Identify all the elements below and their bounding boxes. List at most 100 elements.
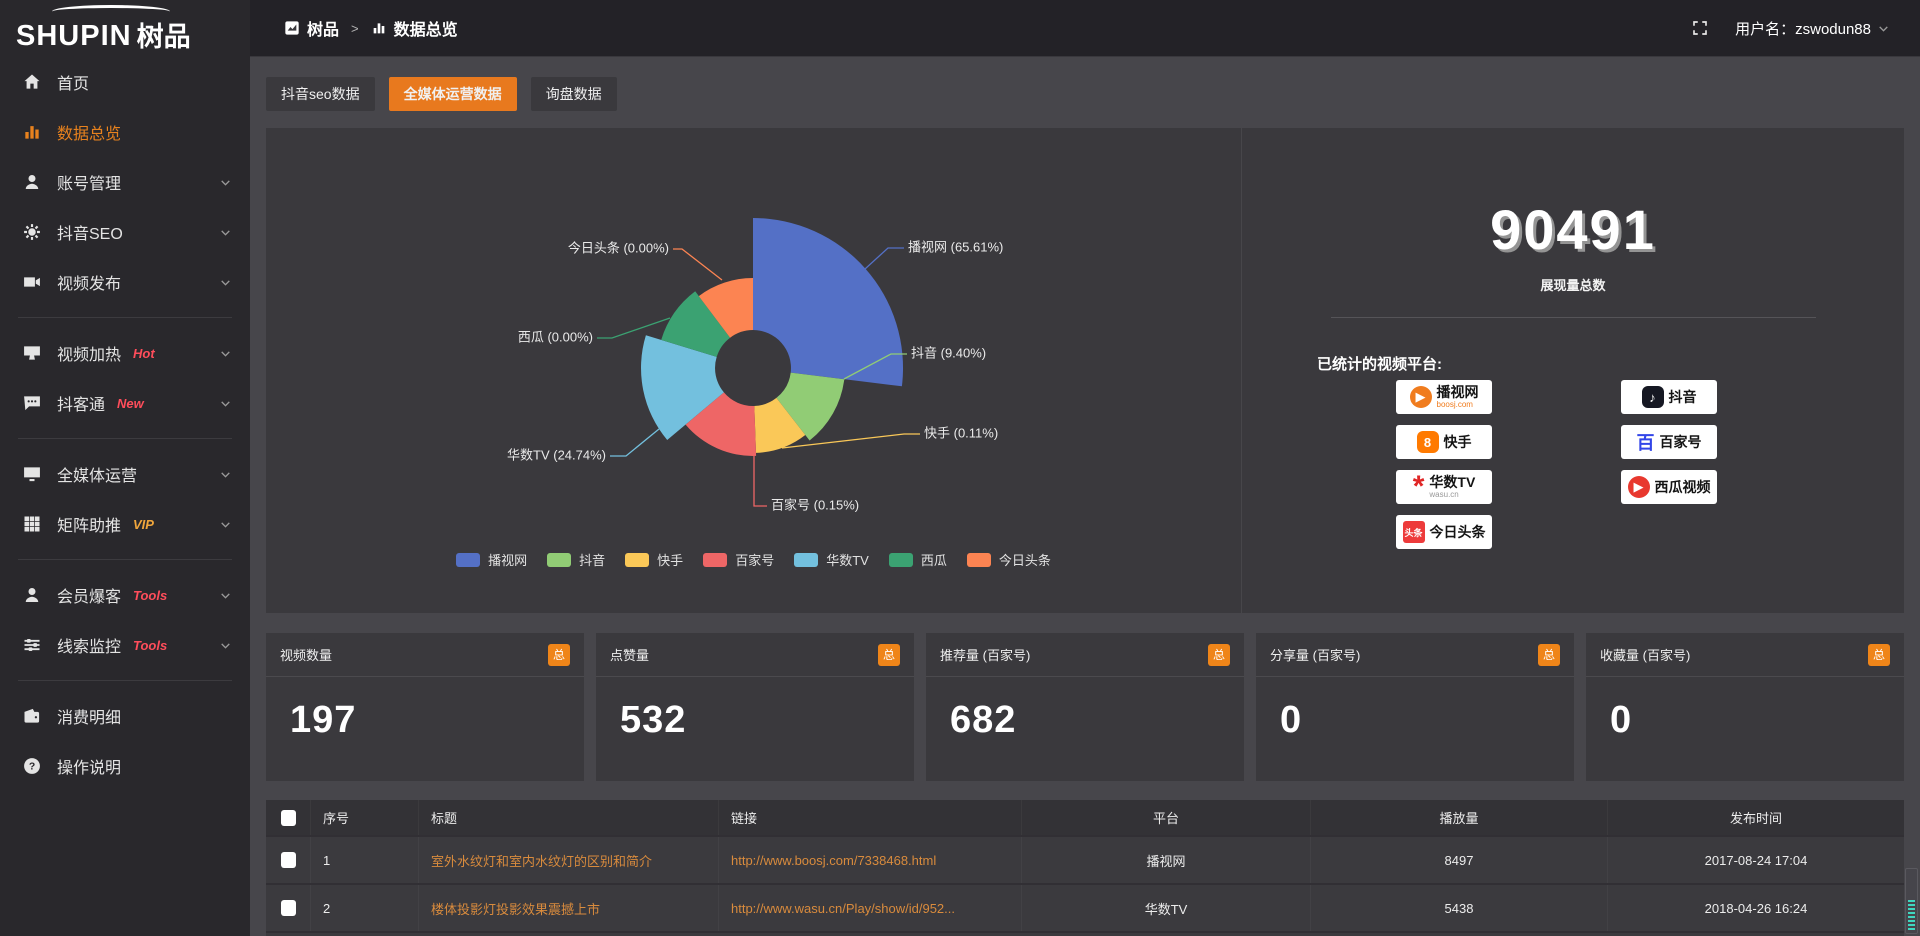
platform-badge-label: 西瓜视频 [1654,479,1711,495]
breadcrumb-root[interactable]: 树品 [307,22,340,39]
total-badge[interactable]: 总 [1868,643,1890,666]
pie-slice-百家号[interactable] [685,392,757,456]
label-line-今日头条 [673,248,723,281]
title-link[interactable]: 楼体投影灯投影效果震撼上市 [431,901,601,917]
platform-badge-label: 播视网 [1436,384,1479,400]
title-link[interactable]: 室外水纹灯和室内水纹灯的区别和简介 [431,853,653,869]
cell-title: 室外水纹灯和室内水纹灯的区别和简介 [418,837,718,883]
label-line-西瓜 [597,317,671,339]
sidebar-item-抖音SEO[interactable]: 抖音SEO [0,207,250,257]
sidebar-item-label: 账号管理 [57,176,122,193]
platform-badge-text: 抖音 [1669,390,1697,404]
sidebar-item-label: 矩阵助推 [57,518,122,535]
sidebar-item-label: 会员爆客 [57,589,122,606]
cell-title: 楼体投影灯投影效果震撼上市 [418,885,718,931]
main-content: 抖音seo数据 全媒体运营数据 询盘数据 播视网 (65.61%) 抖音 (9.4… [250,57,1920,936]
pie-slice-今日头条[interactable] [698,277,753,338]
华数TV-logo-icon: * [1412,470,1425,503]
sidebar-item-label: 数据总览 [57,126,122,143]
label-line-百家号 [753,456,767,507]
url-link[interactable]: http://www.wasu.cn/Play/show/id/952... [731,900,955,916]
total-badge[interactable]: 总 [1208,643,1230,666]
sidebar-item-矩阵助推[interactable]: 矩阵助推 VIP [0,499,250,549]
stat-card-视频数量: 视频数量 总 197 [266,633,584,781]
播视网-logo-icon: ▶ [1409,386,1432,408]
row-checkbox[interactable] [280,900,296,916]
pie-slice-抖音[interactable] [776,372,845,441]
scrollbar-thumb[interactable] [1905,868,1918,934]
url-link[interactable]: http://www.boosj.com/7338468.html [731,852,937,868]
table-row-partial [266,933,1904,936]
sidebar-item-label: 首页 [57,76,90,93]
stat-card-value: 0 [1280,699,1303,741]
logo-text-en: SHUPIN [16,20,132,52]
sidebar-item-线索监控[interactable]: 线索监控 Tools [0,620,250,670]
cell-checkbox [266,837,310,883]
sidebar-item-数据总览[interactable]: 数据总览 [0,107,250,157]
platform-badge-column-1: ▶ 播视网 boosj.com 8 快手 * 华数TV wasu.cn 头条 今日头条 [1396,380,1492,549]
cell-seq: 1 [310,837,418,883]
overview-panel: 播视网 (65.61%) 抖音 (9.40%) 快手 (0.11%) 百家号 (0.1… [266,128,1904,613]
tab-omnimedia-data[interactable]: 全媒体运营数据 [388,77,517,111]
platform-badge-抖音: ♪ 抖音 [1621,380,1717,414]
total-badge[interactable]: 总 [548,643,570,666]
user-menu[interactable]: 用户名：zswodun88 [1735,18,1890,39]
sidebar-item-label: 消费明细 [57,710,122,727]
breadcrumb-current[interactable]: 数据总览 [393,22,458,39]
pie-label-华数TV: 华数TV (24.74%) [507,447,606,462]
table-header-link: 链接 [718,800,1021,835]
stat-card-收藏量 (百家号): 收藏量 (百家号) 总 0 [1586,633,1904,781]
sidebar-item-账号管理[interactable]: 账号管理 [0,157,250,207]
sidebar-item-全媒体运营[interactable]: 全媒体运营 [0,449,250,499]
row-checkbox[interactable] [280,852,296,868]
total-badge[interactable]: 总 [1538,643,1560,666]
tab-inquiry-data[interactable]: 询盘数据 [530,77,617,111]
legend-swatch [703,552,728,567]
sidebar-item-badge: VIP [133,516,154,532]
label-line-快手 [781,433,920,449]
total-badge[interactable]: 总 [878,643,900,666]
sidebar-item-label: 全媒体运营 [57,468,138,485]
tab-douyin-seo-data[interactable]: 抖音seo数据 [266,77,375,111]
header-checkbox[interactable] [280,809,296,826]
platform-badge-text: 西瓜视频 [1655,480,1711,494]
platform-badge-text: 快手 [1444,435,1472,449]
抖音-logo-icon: ♪ [1641,386,1664,408]
sidebar-item-视频发布[interactable]: 视频发布 [0,257,250,307]
legend-item-播视网[interactable]: 播视网 [456,550,527,569]
wallet-icon [22,706,42,726]
sidebar-item-label: 视频发布 [57,276,122,293]
table-header-checkbox [266,800,310,835]
label-line-抖音 [843,353,907,380]
pie-slice-播视网[interactable] [753,218,904,387]
cell-time: 2018-04-26 16:24 [1607,885,1904,931]
sidebar-item-操作说明[interactable]: ? 操作说明 [0,741,250,791]
platform-badge-label: 快手 [1443,434,1472,450]
legend-item-华数TV[interactable]: 华数TV [794,550,869,569]
stat-card-label: 点赞量 [610,648,650,663]
legend-item-西瓜[interactable]: 西瓜 [888,550,947,569]
legend-label: 抖音 [579,553,606,568]
user-icon [22,172,42,192]
legend-item-抖音[interactable]: 抖音 [547,550,605,569]
sidebar-item-抖客通[interactable]: 抖客通 New [0,378,250,428]
legend-item-百家号[interactable]: 百家号 [703,550,774,569]
legend-swatch [456,552,481,567]
sidebar-item-会员爆客[interactable]: 会员爆客 Tools [0,570,250,620]
sidebar-item-消费明细[interactable]: 消费明细 [0,691,250,741]
total-impressions-value: 90491 [1490,198,1656,261]
legend-item-快手[interactable]: 快手 [625,550,683,569]
pie-slice-西瓜[interactable] [661,291,731,357]
pie-slice-华数TV[interactable] [641,335,724,440]
fullscreen-icon[interactable] [1691,19,1709,37]
platform-badge-subtext: wasu.cn [1429,490,1459,499]
pie-label-西瓜: 西瓜 (0.00%) [518,329,593,344]
stat-card-header: 收藏量 (百家号) 总 [1586,633,1904,677]
sidebar-item-视频加热[interactable]: 视频加热 Hot [0,328,250,378]
cell-platform: 华数TV [1021,885,1310,931]
sidebar-item-badge: Tools [133,637,168,653]
pie-slice-快手[interactable] [754,397,806,453]
legend-item-今日头条[interactable]: 今日头条 [966,550,1051,569]
chevron-down-icon [219,176,232,189]
sidebar-item-首页[interactable]: 首页 [0,57,250,107]
